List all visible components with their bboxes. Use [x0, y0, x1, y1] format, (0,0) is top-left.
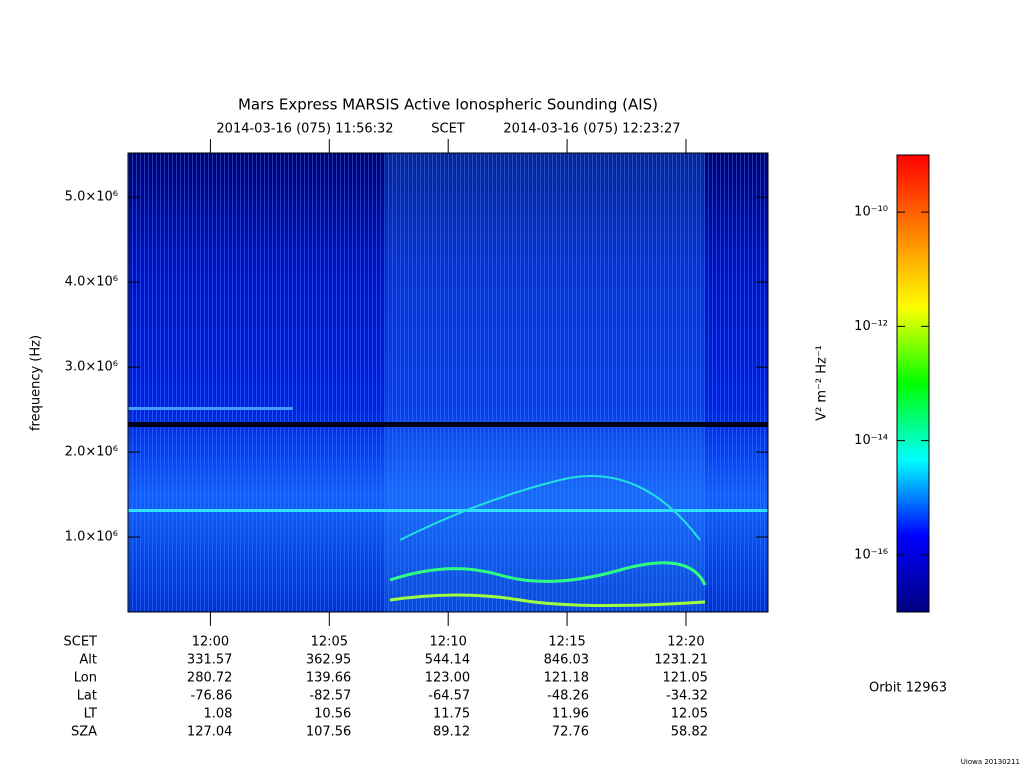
colorbar-label: V² m⁻² Hz⁻¹ — [815, 345, 830, 421]
ephemeris-value: 127.04 — [187, 725, 233, 740]
x-tick-label: 12:20 — [667, 635, 704, 650]
end-time: 2014-03-16 (075) 12:23:27 — [503, 122, 680, 137]
orbit: Orbit 12963 — [869, 681, 947, 696]
ephemeris-value: -76.86 — [191, 689, 233, 704]
colorbar — [896, 154, 930, 613]
ephemeris-value: 846.03 — [544, 653, 590, 668]
start-time: 2014-03-16 (075) 11:56:32 — [216, 122, 393, 137]
y-tick-label: 1.0×10⁶ — [65, 530, 118, 545]
x-tick-label: 12:10 — [429, 635, 466, 650]
ephemeris-value: 72.76 — [552, 725, 589, 740]
ephemeris-value: 121.05 — [662, 671, 708, 686]
y-tick-label: 3.0×10⁶ — [65, 360, 118, 375]
ephemeris-label: Alt — [79, 653, 97, 668]
y-tick-label: 2.0×10⁶ — [65, 445, 118, 460]
ephemeris-value: 123.00 — [425, 671, 471, 686]
colorbar-tick-label: 10⁻¹⁴ — [854, 433, 888, 448]
time-system: SCET — [431, 122, 465, 137]
ephemeris-value: 121.18 — [544, 671, 590, 686]
ephemeris-value: 362.95 — [306, 653, 352, 668]
ephemeris-value: 89.12 — [433, 725, 470, 740]
ephemeris-label: SZA — [71, 725, 97, 740]
credit: Uiowa 20130211 — [961, 758, 1020, 766]
spectrogram-image — [127, 152, 769, 613]
ephemeris-label: SCET — [64, 635, 98, 650]
ephemeris-value: 280.72 — [187, 671, 233, 686]
x-tick-label: 12:05 — [311, 635, 348, 650]
ephemeris-label: LT — [84, 707, 97, 722]
ephemeris-value: -34.32 — [666, 689, 708, 704]
ephemeris-value: 331.57 — [187, 653, 233, 668]
x-tick-label: 12:00 — [192, 635, 229, 650]
ephemeris-value: -48.26 — [547, 689, 589, 704]
ephemeris-value: 10.56 — [314, 707, 351, 722]
x-tick-label: 12:15 — [548, 635, 585, 650]
colorbar-tick-label: 10⁻¹² — [854, 319, 888, 334]
ephemeris-value: 1.08 — [203, 707, 232, 722]
ephemeris-value: -82.57 — [309, 689, 351, 704]
ephemeris-value: -64.57 — [428, 689, 470, 704]
y-tick-label: 5.0×10⁶ — [65, 190, 118, 205]
ephemeris-value: 58.82 — [671, 725, 708, 740]
ephemeris-value: 12.05 — [671, 707, 708, 722]
chart-title: Mars Express MARSIS Active Ionospheric S… — [238, 96, 658, 114]
ephemeris-value: 139.66 — [306, 671, 352, 686]
ephemeris-label: Lon — [74, 671, 97, 686]
ephemeris-value: 11.75 — [433, 707, 470, 722]
ephemeris-value: 11.96 — [552, 707, 589, 722]
colorbar-tick-label: 10⁻¹⁶ — [854, 547, 888, 562]
colorbar-tick-label: 10⁻¹⁰ — [854, 205, 888, 220]
ephemeris-value: 544.14 — [425, 653, 471, 668]
ephemeris-value: 107.56 — [306, 725, 352, 740]
ephemeris-label: Lat — [77, 689, 97, 704]
y-tick-label: 4.0×10⁶ — [65, 275, 118, 290]
y-axis-label: frequency (Hz) — [29, 335, 44, 431]
ephemeris-value: 1231.21 — [654, 653, 708, 668]
